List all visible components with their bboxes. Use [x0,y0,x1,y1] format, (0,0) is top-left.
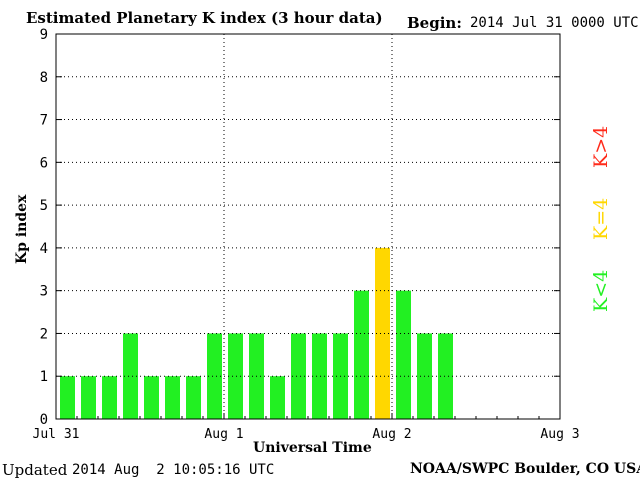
x-ticks-group: Jul 31 Aug 1 Aug 2 Aug 3 [33,413,580,442]
x-tick-label: Aug 3 [540,427,579,442]
x-axis-label: Universal Time [253,440,372,456]
source-credit: NOAA/SWPC Boulder, CO USA [410,461,640,477]
begin-label: Begin: [407,14,462,32]
legend-k-less-4: K<4 [590,269,612,312]
begin-value: 2014 Jul 31 0000 UTC [470,15,639,31]
kp-bar [375,247,390,419]
kp-bar [270,376,285,419]
y-tick-label: 5 [40,198,48,214]
kp-bar [186,376,201,419]
kp-bar [144,376,159,419]
kp-bar [228,333,243,419]
y-tick-label: 2 [40,326,48,342]
y-tick-label: 1 [40,369,48,385]
kp-bar [438,333,453,419]
y-tick-label: 7 [40,113,48,129]
kp-bar [207,333,222,419]
kp-bar [81,376,96,419]
y-tick-label: 0 [40,412,48,428]
x-tick-label: Aug 1 [204,427,243,442]
chart-title: Estimated Planetary K index (3 hour data… [26,9,383,27]
kp-bar [60,376,75,419]
kp-bar [312,333,327,419]
x-tick-label: Jul 31 [33,427,80,442]
y-tick-label: 3 [40,284,48,300]
y-tick-label: 8 [40,70,48,86]
x-tick-label: Aug 2 [372,427,411,442]
y-tick-label: 6 [40,155,48,171]
kp-bar [123,333,138,419]
grid-group [56,34,560,419]
updated-value: 2014 Aug 2 10:05:16 UTC [72,462,275,478]
y-tick-label: 9 [40,27,48,43]
kp-bar [396,290,411,419]
kp-bar [165,376,180,419]
kp-bar [354,290,369,419]
y-axis-label: Kp index [14,194,30,264]
y-ticks-group: 0 1 2 3 4 5 6 7 8 9 [40,27,560,428]
kp-bar [291,333,306,419]
legend-k-greater-4: K>4 [590,125,612,168]
legend-k-equal-4: K=4 [590,197,612,240]
y-tick-label: 4 [40,241,48,257]
kp-bar [102,376,117,419]
updated-label: Updated [2,461,68,479]
bars-group [60,247,453,419]
